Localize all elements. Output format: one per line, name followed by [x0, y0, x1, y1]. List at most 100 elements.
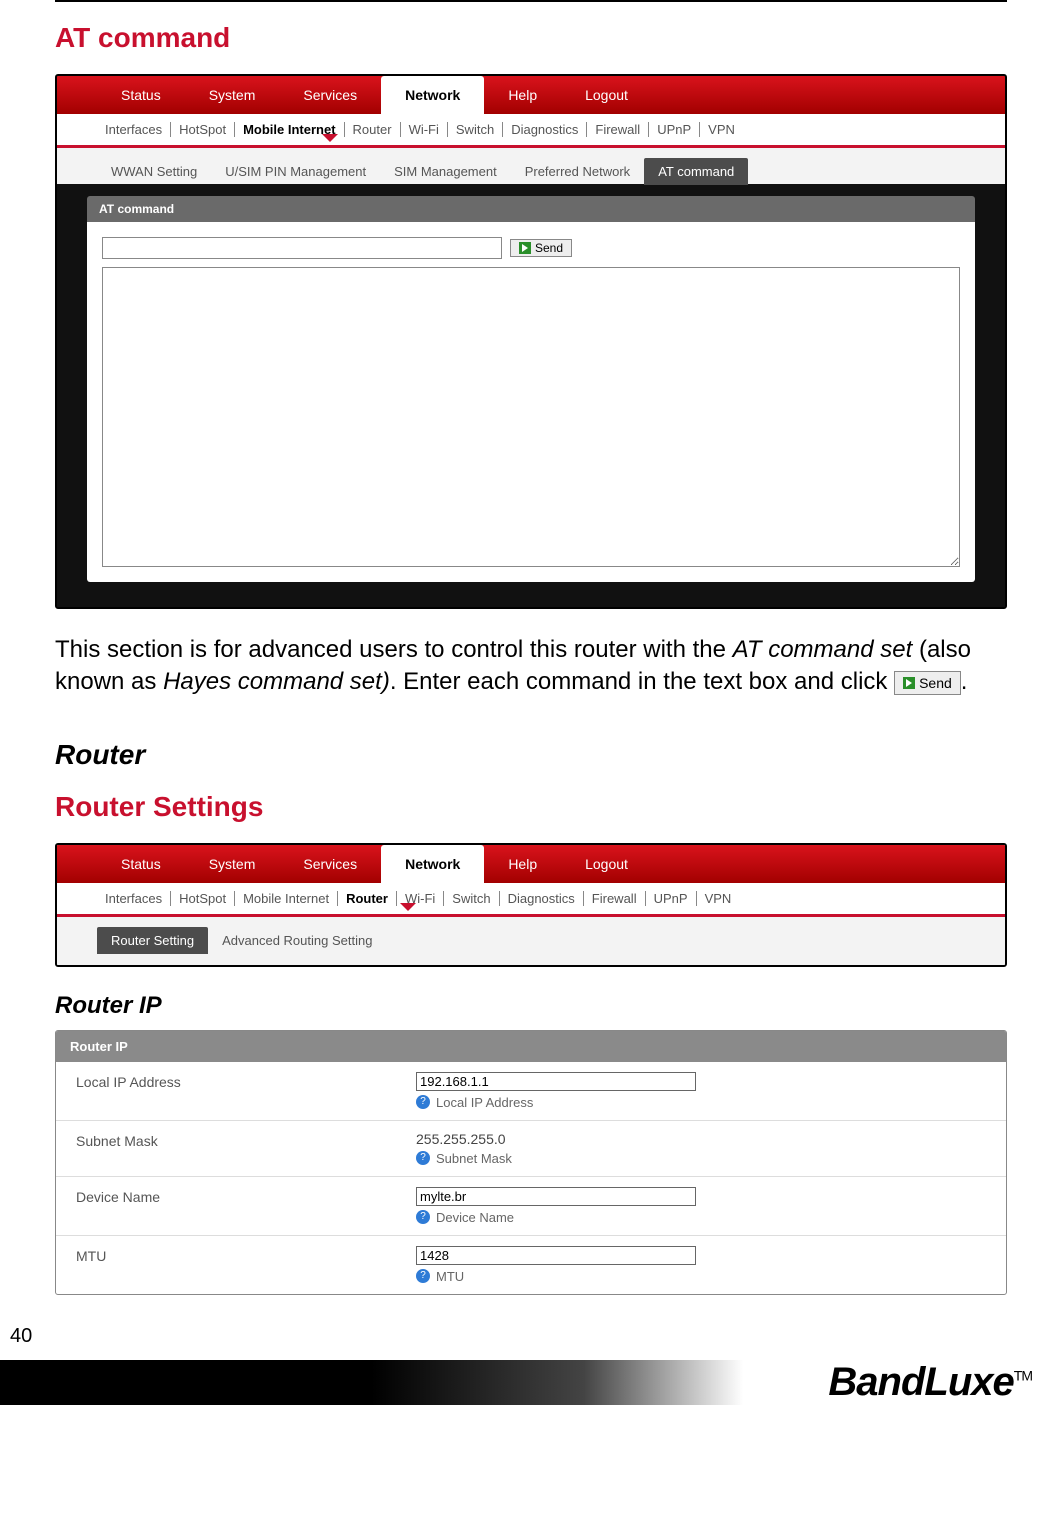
- help-icon[interactable]: ?: [416, 1269, 430, 1283]
- tab-item[interactable]: Router Setting: [97, 927, 208, 954]
- active-arrow-icon: [322, 134, 338, 142]
- subnav-item[interactable]: UPnP: [649, 122, 700, 137]
- subnav-item[interactable]: Mobile Internet: [235, 891, 338, 906]
- active-arrow-icon: [400, 903, 416, 911]
- page-top-rule: [55, 0, 1007, 2]
- play-icon: [519, 242, 531, 254]
- topnav-item[interactable]: Services: [279, 76, 381, 114]
- topnav-item[interactable]: Status: [97, 76, 185, 114]
- tab-item[interactable]: SIM Management: [380, 158, 511, 185]
- help-row: ? Device Name: [416, 1210, 696, 1225]
- top-nav: StatusSystemServicesNetworkHelpLogout: [57, 845, 1005, 883]
- subnav-item[interactable]: HotSpot: [171, 122, 235, 137]
- subnav-item[interactable]: Firewall: [587, 122, 649, 137]
- text-input[interactable]: [416, 1187, 696, 1206]
- text-input[interactable]: [416, 1246, 696, 1265]
- form-row: Local IP Address?Local IP Address: [56, 1062, 1006, 1120]
- play-icon: [903, 677, 915, 689]
- help-text: MTU: [436, 1269, 464, 1284]
- subnav-item[interactable]: HotSpot: [171, 891, 235, 906]
- help-icon[interactable]: ?: [416, 1210, 430, 1224]
- brand-logo: BandLuxeTM: [828, 1360, 1032, 1405]
- form-control: 255.255.255.0? Subnet Mask: [416, 1131, 512, 1166]
- topnav-item[interactable]: Services: [279, 845, 381, 883]
- form-control: ? Local IP Address: [416, 1072, 696, 1110]
- subnav-item[interactable]: Firewall: [584, 891, 646, 906]
- topnav-item[interactable]: Network: [381, 76, 484, 114]
- form-row: Subnet Mask 255.255.255.0 ? Subnet Mask: [56, 1120, 1006, 1176]
- tab-item[interactable]: AT command: [644, 158, 748, 185]
- form-control: ? MTU: [416, 1246, 696, 1284]
- top-nav: StatusSystemServicesNetworkHelpLogout: [57, 76, 1005, 114]
- form-control: ? Device Name: [416, 1187, 696, 1225]
- desc-italic: AT command set: [733, 636, 913, 663]
- panel-header: Router IP: [56, 1031, 1006, 1062]
- topnav-item[interactable]: Logout: [561, 76, 652, 114]
- inline-send-label: Send: [919, 674, 952, 693]
- topnav-item[interactable]: Logout: [561, 845, 652, 883]
- inline-send-button: Send: [894, 671, 961, 696]
- tab-item[interactable]: Preferred Network: [511, 158, 644, 185]
- send-button[interactable]: Send: [510, 239, 572, 257]
- subnav-item[interactable]: Interfaces: [97, 122, 171, 137]
- tab-bar: WWAN SettingU/SIM PIN ManagementSIM Mana…: [57, 148, 1005, 184]
- subnav-item[interactable]: Router: [345, 122, 401, 137]
- form-label: MTU: [76, 1246, 416, 1264]
- subnav-item[interactable]: Diagnostics: [503, 122, 587, 137]
- desc-italic: Hayes command set): [163, 668, 390, 695]
- topnav-item[interactable]: Help: [484, 76, 561, 114]
- help-row: ? MTU: [416, 1269, 696, 1284]
- topnav-item[interactable]: Status: [97, 845, 185, 883]
- subnav-item[interactable]: Router: [338, 891, 397, 906]
- help-text: Subnet Mask: [436, 1151, 512, 1166]
- form-row: Device Name? Device Name: [56, 1176, 1006, 1235]
- form-label: Local IP Address: [76, 1072, 416, 1090]
- screenshot-router-settings: StatusSystemServicesNetworkHelpLogout In…: [55, 843, 1007, 967]
- desc-text: .: [961, 668, 968, 695]
- help-text: Device Name: [436, 1210, 514, 1225]
- tab-item[interactable]: WWAN Setting: [97, 158, 211, 185]
- subnav-item[interactable]: Wi-Fi: [401, 122, 448, 137]
- subnav-item[interactable]: Switch: [448, 122, 503, 137]
- help-icon[interactable]: ?: [416, 1095, 430, 1109]
- brand-bar: BandLuxeTM: [0, 1360, 1062, 1405]
- desc-text: This section is for advanced users to co…: [55, 636, 733, 663]
- form-row: MTU?MTU: [56, 1235, 1006, 1294]
- subnav-item[interactable]: UPnP: [646, 891, 697, 906]
- tab-bar: Router SettingAdvanced Routing Setting: [57, 917, 1005, 965]
- tab-item[interactable]: U/SIM PIN Management: [211, 158, 380, 185]
- screenshot-at-command: StatusSystemServicesNetworkHelpLogout In…: [55, 74, 1007, 609]
- topnav-item[interactable]: Help: [484, 845, 561, 883]
- help-text: Local IP Address: [436, 1095, 533, 1110]
- trademark-text: TM: [1014, 1367, 1032, 1383]
- at-command-input[interactable]: [102, 237, 502, 259]
- heading-at-command: AT command: [55, 22, 1007, 54]
- tab-item[interactable]: Advanced Routing Setting: [208, 927, 386, 954]
- subnav-item[interactable]: Diagnostics: [500, 891, 584, 906]
- sub-nav: InterfacesHotSpotMobile InternetRouterWi…: [57, 883, 1005, 917]
- subnav-item[interactable]: Interfaces: [97, 891, 171, 906]
- output-textarea[interactable]: [102, 267, 960, 567]
- subnav-item[interactable]: VPN: [700, 122, 743, 137]
- topnav-item[interactable]: System: [185, 76, 280, 114]
- help-icon[interactable]: ?: [416, 1151, 430, 1165]
- text-input[interactable]: [416, 1072, 696, 1091]
- router-ip-panel: Router IP Local IP Address?Local IP Addr…: [55, 1030, 1007, 1295]
- topnav-item[interactable]: Network: [381, 845, 484, 883]
- brand-text: BandLuxe: [828, 1360, 1013, 1404]
- heading-router: Router: [55, 739, 1007, 771]
- panel-header: AT command: [87, 196, 975, 222]
- desc-text: . Enter each command in the text box and…: [390, 668, 894, 695]
- static-value: 255.255.255.0: [416, 1131, 512, 1147]
- description-paragraph: This section is for advanced users to co…: [55, 634, 1007, 699]
- send-button-label: Send: [535, 241, 563, 255]
- subnav-item[interactable]: Switch: [444, 891, 499, 906]
- heading-router-settings: Router Settings: [55, 791, 1007, 823]
- subnav-item[interactable]: VPN: [697, 891, 740, 906]
- page-footer: 40 BandLuxeTM: [0, 1325, 1062, 1405]
- topnav-item[interactable]: System: [185, 845, 280, 883]
- help-row: ? Local IP Address: [416, 1095, 696, 1110]
- heading-router-ip: Router IP: [55, 992, 1007, 1020]
- help-row: ? Subnet Mask: [416, 1151, 512, 1166]
- page-number: 40: [10, 1325, 32, 1348]
